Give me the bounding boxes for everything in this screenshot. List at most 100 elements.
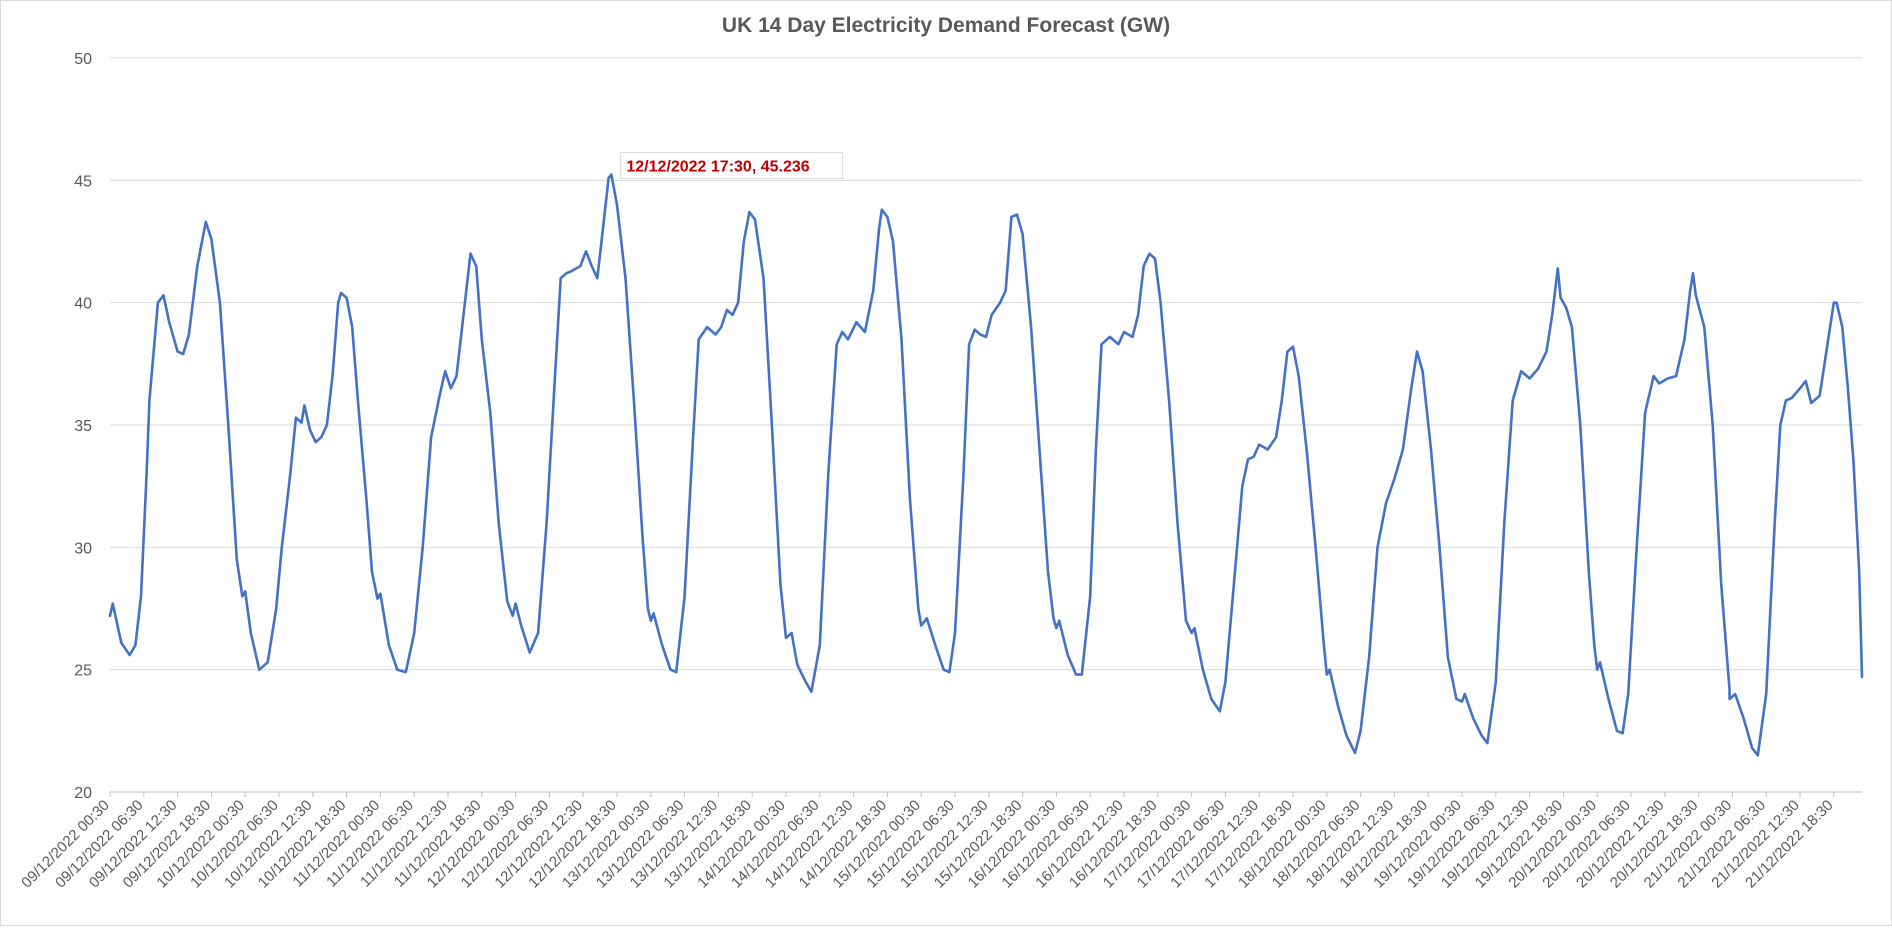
data-point bbox=[1095, 448, 1097, 450]
data-point bbox=[985, 336, 987, 338]
data-point bbox=[579, 265, 581, 267]
data-point bbox=[1607, 698, 1609, 700]
data-point bbox=[934, 644, 936, 646]
data-point bbox=[1804, 380, 1806, 382]
data-point bbox=[1658, 382, 1660, 384]
data-point bbox=[405, 671, 407, 673]
data-point bbox=[1551, 314, 1553, 316]
data-point bbox=[388, 644, 390, 646]
data-point bbox=[250, 632, 252, 634]
data-point bbox=[1703, 326, 1705, 328]
data-point bbox=[1593, 644, 1595, 646]
data-point bbox=[805, 681, 807, 683]
data-point bbox=[647, 607, 649, 609]
data-point bbox=[326, 424, 328, 426]
data-point bbox=[1652, 375, 1654, 377]
y-tick-label: 50 bbox=[74, 51, 92, 68]
data-point bbox=[926, 617, 928, 619]
data-point bbox=[785, 637, 787, 639]
data-point bbox=[1154, 257, 1156, 259]
data-point bbox=[1512, 399, 1514, 401]
data-point bbox=[1571, 326, 1573, 328]
data-point bbox=[692, 436, 694, 438]
data-point bbox=[289, 473, 291, 475]
data-point bbox=[1447, 656, 1449, 658]
data-point bbox=[1058, 620, 1060, 622]
data-point bbox=[652, 612, 654, 614]
data-point bbox=[340, 292, 342, 294]
data-point bbox=[720, 326, 722, 328]
data-point bbox=[520, 624, 522, 626]
data-point bbox=[1455, 698, 1457, 700]
data-point bbox=[1773, 522, 1775, 524]
data-point bbox=[962, 473, 964, 475]
data-point bbox=[1785, 399, 1787, 401]
data-point bbox=[565, 272, 567, 274]
data-point bbox=[1376, 546, 1378, 548]
data-point bbox=[1765, 693, 1767, 695]
data-point bbox=[1159, 301, 1161, 303]
data-point bbox=[1559, 297, 1561, 299]
data-point bbox=[1757, 754, 1759, 756]
data-point bbox=[444, 370, 446, 372]
data-point bbox=[1712, 424, 1714, 426]
data-point bbox=[917, 607, 919, 609]
data-point bbox=[827, 473, 829, 475]
data-point bbox=[1323, 644, 1325, 646]
data-point bbox=[1835, 301, 1837, 303]
data-point bbox=[295, 416, 297, 418]
data-point bbox=[275, 607, 277, 609]
data-point bbox=[1644, 412, 1646, 414]
data-point bbox=[1241, 485, 1243, 487]
data-point bbox=[771, 424, 773, 426]
data-point bbox=[878, 228, 880, 230]
data-point bbox=[1728, 688, 1730, 690]
data-point bbox=[779, 583, 781, 585]
data-point bbox=[559, 277, 561, 279]
data-point bbox=[1190, 632, 1192, 634]
data-point bbox=[1720, 583, 1722, 585]
data-point bbox=[1385, 502, 1387, 504]
y-tick-label: 40 bbox=[74, 296, 92, 313]
data-point bbox=[743, 240, 745, 242]
data-point bbox=[641, 534, 643, 536]
data-point bbox=[1185, 620, 1187, 622]
data-point bbox=[590, 265, 592, 267]
annotation-box bbox=[619, 152, 843, 180]
data-point bbox=[610, 173, 612, 175]
y-tick-label: 30 bbox=[74, 540, 92, 557]
data-point bbox=[1100, 343, 1102, 345]
data-point bbox=[506, 600, 508, 602]
data-point bbox=[748, 211, 750, 213]
data-point bbox=[1010, 216, 1012, 218]
data-point bbox=[1047, 571, 1049, 573]
data-point bbox=[281, 546, 283, 548]
data-point bbox=[145, 473, 147, 475]
data-point bbox=[1790, 397, 1792, 399]
data-point bbox=[1528, 377, 1530, 379]
data-point bbox=[120, 642, 122, 644]
data-point bbox=[1224, 681, 1226, 683]
data-point bbox=[706, 326, 708, 328]
data-point bbox=[1258, 443, 1260, 445]
data-point bbox=[258, 668, 260, 670]
data-point bbox=[337, 301, 339, 303]
data-point bbox=[1852, 461, 1854, 463]
data-point bbox=[1751, 747, 1753, 749]
data-point bbox=[309, 429, 311, 431]
data-point bbox=[1143, 265, 1145, 267]
data-point bbox=[1038, 448, 1040, 450]
data-point bbox=[571, 270, 573, 272]
data-point bbox=[1635, 546, 1637, 548]
data-point bbox=[1588, 571, 1590, 573]
data-point bbox=[188, 333, 190, 335]
data-point bbox=[1495, 681, 1497, 683]
data-point bbox=[1368, 656, 1370, 658]
data-point bbox=[714, 333, 716, 335]
data-point bbox=[528, 651, 530, 653]
data-point bbox=[633, 399, 635, 401]
data-point bbox=[303, 404, 305, 406]
data-point bbox=[669, 668, 671, 670]
